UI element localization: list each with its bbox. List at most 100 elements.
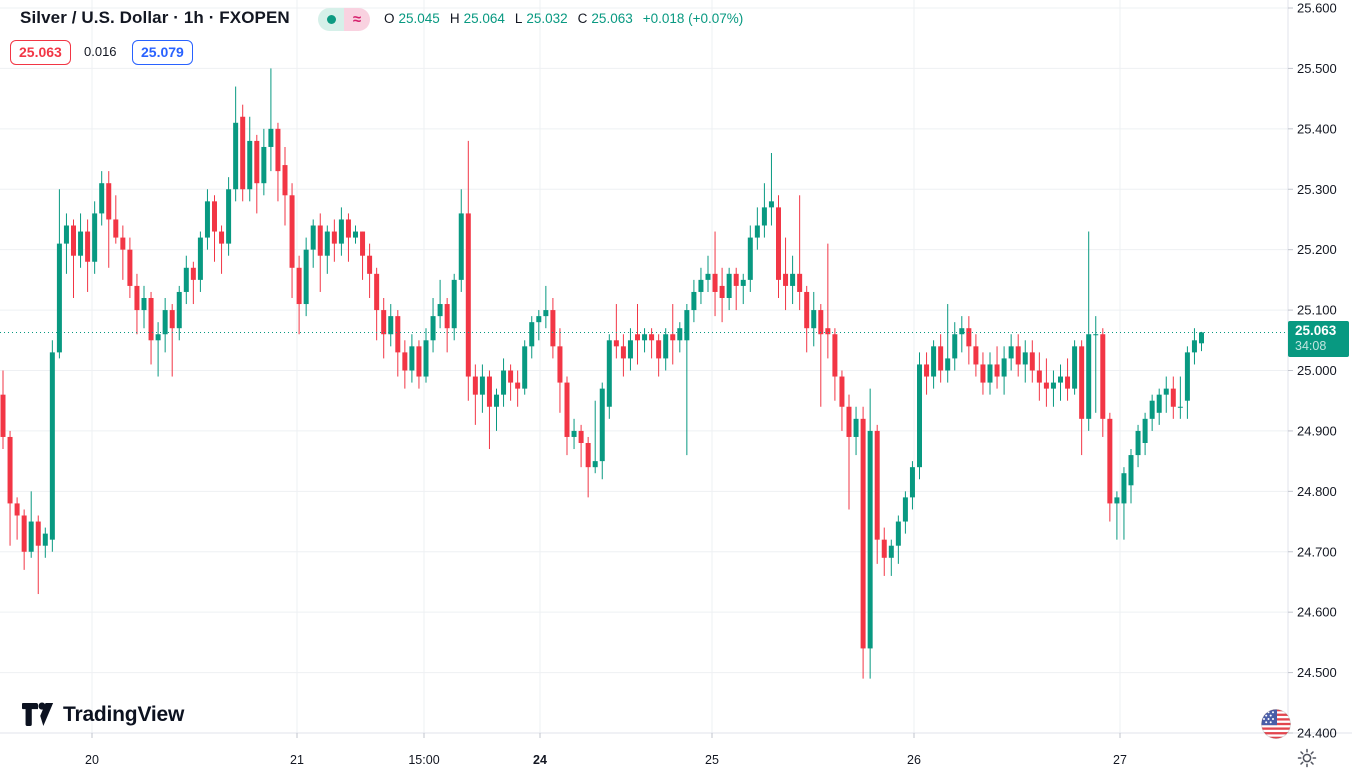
candle-body	[1015, 346, 1021, 365]
candle-body	[106, 183, 112, 220]
symbol-title: Silver / U.S. Dollar · 1h · FXOPEN	[20, 8, 290, 27]
candle-body	[21, 515, 27, 552]
candle-body	[0, 394, 6, 437]
candle-body	[472, 376, 478, 395]
candle-body	[881, 539, 887, 558]
candle-body	[324, 231, 330, 256]
candle-body	[1050, 382, 1056, 389]
candle-body	[388, 316, 394, 335]
candle-body	[190, 267, 196, 280]
ohlc-readout: O 25.045 H 25.064 L 25.032 C 25.063 +0.018 (…	[384, 11, 743, 26]
tradingview-logo-text: TradingView	[63, 702, 185, 726]
tradingview-logo[interactable]: TradingView	[22, 701, 184, 728]
settings-gear-icon[interactable]	[1297, 748, 1317, 768]
candle-body	[1184, 352, 1190, 401]
candle-body	[1036, 370, 1042, 383]
candle-body	[92, 213, 98, 262]
candle-body	[691, 291, 697, 311]
candle-body	[620, 346, 626, 359]
candle-body	[1149, 400, 1155, 419]
buy-button[interactable]: 25.079	[132, 40, 193, 65]
candle-body	[663, 334, 669, 359]
candle-body	[127, 249, 133, 286]
candle-body	[747, 237, 753, 280]
candle-body	[367, 255, 373, 274]
time-tick-label: 21	[290, 753, 304, 767]
candle-body	[606, 340, 612, 407]
time-tick-label: 24	[533, 753, 547, 767]
price-tick-label: 24.400	[1297, 726, 1337, 741]
candle-body	[987, 364, 993, 383]
price-tick-label: 25.600	[1297, 1, 1337, 16]
spread-label: 0.016	[84, 44, 117, 59]
candle-body	[63, 225, 69, 244]
candle-body	[797, 273, 803, 292]
candle-body	[155, 334, 161, 341]
candle-body	[543, 310, 549, 317]
candle-body	[233, 122, 239, 190]
candle-body	[78, 231, 84, 256]
candle-body	[338, 219, 344, 244]
candle-body	[162, 310, 168, 335]
time-tick-label: 15:00	[408, 753, 439, 767]
candle-body	[952, 334, 958, 359]
candle-body	[1170, 388, 1176, 407]
candle-body	[536, 316, 542, 323]
price-tick-label: 25.000	[1297, 363, 1337, 378]
candle-body	[677, 328, 683, 341]
candle-body	[1163, 388, 1169, 395]
candle-body	[1058, 376, 1063, 383]
candle-body	[113, 219, 119, 238]
candle-body	[254, 140, 260, 184]
candle-body	[345, 219, 351, 238]
candle-body	[1065, 376, 1071, 389]
close-value: 25.063	[591, 11, 633, 26]
candle-body	[811, 310, 817, 329]
candle-body	[240, 116, 246, 190]
candle-body	[120, 237, 126, 250]
candle-body	[635, 334, 640, 341]
candle-body	[197, 237, 203, 280]
time-tick-label: 26	[907, 753, 921, 767]
price-tick-label: 25.200	[1297, 242, 1337, 257]
candle-body	[1079, 346, 1085, 419]
candle-body	[494, 394, 499, 407]
candle-body	[423, 340, 429, 377]
candle-body	[381, 310, 387, 335]
candle-body	[980, 364, 986, 383]
price-axis[interactable]	[1288, 0, 1352, 733]
candle-body	[430, 316, 436, 341]
candle-body	[832, 334, 838, 377]
candle-body	[776, 207, 781, 280]
candle-body	[515, 382, 521, 389]
candle-body	[846, 406, 852, 437]
sell-button[interactable]: 25.063	[10, 40, 71, 65]
candle-body	[585, 443, 591, 468]
candle-body	[684, 310, 690, 341]
current-price-value: 25.063	[1295, 323, 1337, 339]
open-value: 25.045	[398, 11, 440, 26]
candle-body	[134, 285, 140, 311]
time-axis[interactable]	[0, 734, 1352, 781]
candle-body	[670, 334, 676, 341]
candle-body	[289, 195, 295, 268]
candle-body	[479, 376, 485, 395]
bar-countdown: 34:08	[1295, 339, 1327, 354]
price-tick-label: 25.300	[1297, 182, 1337, 197]
candle-body	[465, 213, 471, 377]
candle-body	[1199, 332, 1204, 344]
candle-body	[1008, 346, 1014, 359]
market-status-pill[interactable]: ≈	[318, 8, 370, 31]
candle-body	[331, 231, 337, 244]
candle-body	[853, 418, 859, 437]
candle-body	[310, 225, 316, 250]
candle-body	[790, 273, 796, 286]
candle-body	[719, 285, 725, 298]
candle-body	[374, 273, 380, 311]
candle-body	[754, 225, 760, 238]
candle-body	[1121, 473, 1127, 504]
candle-body	[924, 364, 930, 377]
candle-body	[1128, 455, 1134, 486]
